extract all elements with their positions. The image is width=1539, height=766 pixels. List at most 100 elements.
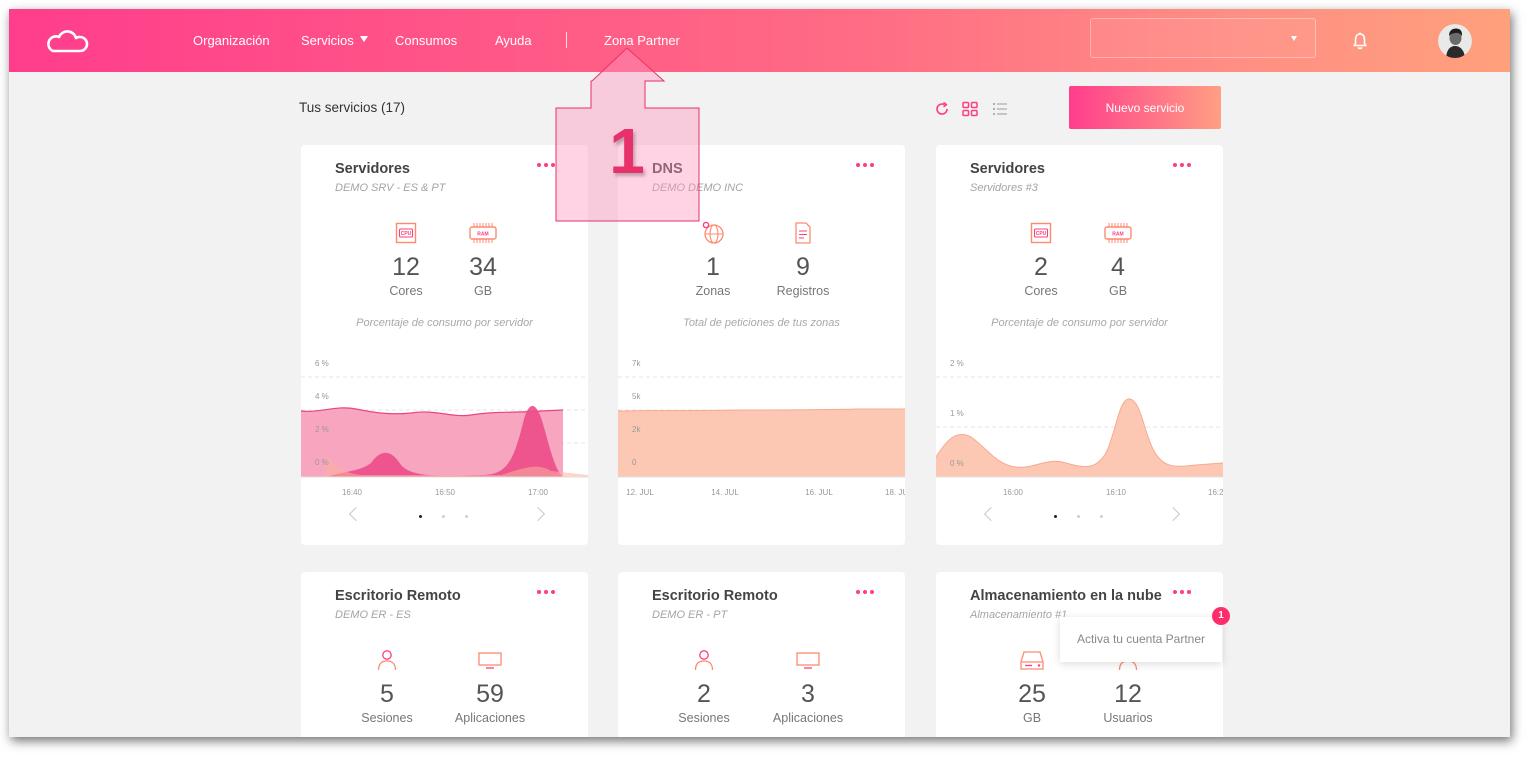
y-tick-label: 0 % (950, 459, 964, 468)
metric-storage: 25 GB (992, 648, 1072, 725)
chevron-right-icon[interactable] (1165, 506, 1181, 522)
metric-label: Cores (389, 284, 423, 298)
notification-bell-icon[interactable] (1352, 32, 1368, 50)
nav-zona-partner[interactable]: Zona Partner (604, 33, 680, 48)
new-service-button[interactable]: Nuevo servicio (1069, 86, 1221, 129)
cloud-logo-icon[interactable] (43, 26, 91, 56)
x-tick-label: 16. JUL (805, 488, 833, 497)
series-line (936, 398, 1223, 468)
services-count-title: Tus servicios (17) (299, 100, 406, 115)
pager-dot[interactable] (1054, 515, 1057, 518)
user-icon (377, 650, 397, 671)
nav-organizacion[interactable]: Organización (193, 33, 270, 48)
metric-value: 12 (392, 253, 420, 281)
metric-zonas: 1 Zonas (673, 221, 753, 298)
x-tick-label: 17:00 (528, 488, 549, 497)
nav-servicios[interactable]: Servicios (301, 33, 354, 48)
metric-value: 3 (801, 680, 815, 708)
pager-dot[interactable] (465, 515, 468, 518)
metric-label: Aplicaciones (454, 711, 526, 725)
service-card-escritorio-remoto-es[interactable]: Escritorio Remoto DEMO ER - ES 5 Sesione… (301, 572, 588, 737)
card-title: Almacenamiento en la nube (970, 588, 1162, 604)
y-tick-label: 0 (632, 458, 637, 467)
card-menu-icon[interactable] (1173, 163, 1191, 167)
list-view-icon[interactable] (992, 101, 1008, 117)
card-menu-icon[interactable] (856, 163, 874, 167)
metric-ram: RAM 4 GB (1078, 221, 1158, 298)
x-tick-label: 16:50 (435, 488, 456, 497)
y-tick-label: 7k (632, 359, 641, 368)
x-tick-label: 14. JUL (711, 488, 739, 497)
nav-ayuda[interactable]: Ayuda (495, 33, 532, 48)
card-menu-icon[interactable] (537, 163, 555, 167)
ram-icon: RAM (1104, 223, 1132, 243)
pager-dot[interactable] (419, 515, 422, 518)
requests-chart: 7k 5k 2k 0 12. JUL 14. JUL 16. JUL 18. J… (618, 359, 905, 497)
tutorial-arrow-callout (555, 47, 700, 222)
metric-value: 4 (1111, 253, 1125, 281)
metric-cores: CPU 2 Cores (1001, 221, 1081, 298)
x-tick-label: 12. JUL (626, 488, 654, 497)
chevron-right-icon[interactable] (530, 506, 546, 522)
metric-label: Cores (1024, 284, 1058, 298)
service-card-dns[interactable]: DNS DEMO DEMO INC 1 Zonas 9 Registros To… (618, 145, 905, 545)
series-line (618, 408, 905, 412)
pager-dot[interactable] (1100, 515, 1103, 518)
grid-view-icon[interactable] (962, 101, 978, 117)
partner-activation-tooltip[interactable]: Activa tu cuenta Partner (1060, 617, 1222, 662)
user-avatar[interactable] (1438, 24, 1472, 58)
card-subtitle: DEMO ER - ES (335, 609, 411, 621)
series-area (326, 453, 588, 477)
x-tick-label: 16:10 (1106, 488, 1127, 497)
x-tick-label: 16:40 (342, 488, 363, 497)
series-area (326, 405, 563, 477)
card-menu-icon[interactable] (856, 590, 874, 594)
refresh-icon[interactable] (934, 101, 950, 117)
cpu-icon: CPU (1030, 222, 1052, 244)
tutorial-step-number: 1 (609, 115, 645, 187)
card-subtitle: Servidores #3 (970, 182, 1038, 194)
pager-dot[interactable] (442, 515, 445, 518)
series-area (301, 407, 563, 477)
metric-label: Zonas (695, 284, 731, 298)
metric-usuarios: 12 Usuarios (1088, 648, 1168, 725)
svg-text:RAM: RAM (1112, 231, 1123, 237)
y-tick-label: 1 % (950, 409, 964, 418)
card-subtitle: DEMO ER - PT (652, 609, 728, 621)
series-area (936, 398, 1223, 477)
cpu-icon: CPU (395, 222, 417, 244)
chart-hint: Porcentaje de consumo por servidor (356, 317, 533, 329)
metric-value: 5 (380, 680, 394, 708)
svg-text:CPU: CPU (1036, 231, 1047, 237)
card-title: Escritorio Remoto (335, 588, 461, 604)
metric-cores: CPU 12 Cores (366, 221, 446, 298)
card-menu-icon[interactable] (1173, 590, 1191, 594)
service-card-servidores-3[interactable]: Servidores Servidores #3 CPU 2 Cores RAM… (936, 145, 1223, 545)
x-tick-label: 16:2 (1208, 488, 1223, 497)
metric-value: 1 (706, 253, 720, 281)
usage-chart: 6 % 4 % 2 % 0 % 16:40 16:50 17:00 (301, 359, 588, 497)
metric-label: Sesiones (678, 711, 730, 725)
y-tick-label: 2 % (950, 359, 964, 368)
nav-consumos[interactable]: Consumos (395, 33, 458, 48)
metric-label: Aplicaciones (772, 711, 844, 725)
monitor-icon (478, 652, 502, 669)
chevron-left-icon[interactable] (348, 506, 364, 522)
x-tick-label: 18. JU (885, 488, 905, 497)
chart-hint: Porcentaje de consumo por servidor (991, 317, 1168, 329)
service-card-servidores[interactable]: Servidores DEMO SRV - ES & PT CPU 12 Cor… (301, 145, 588, 545)
card-menu-icon[interactable] (537, 590, 555, 594)
card-title: DNS (652, 161, 683, 177)
series-line (301, 407, 564, 417)
card-subtitle: Almacenamiento #1 (970, 609, 1068, 621)
metric-ram: RAM 34 GB (443, 221, 523, 298)
document-icon (795, 222, 811, 244)
chevron-left-icon[interactable] (983, 506, 999, 522)
servicios-dropdown-caret-icon[interactable] (360, 36, 368, 42)
metric-registros: 9 Registros (763, 221, 843, 298)
series-area (618, 409, 905, 477)
organization-select[interactable] (1090, 18, 1316, 58)
pager-dot[interactable] (1077, 515, 1080, 518)
service-card-escritorio-remoto-pt[interactable]: Escritorio Remoto DEMO ER - PT 2 Sesione… (618, 572, 905, 737)
svg-text:CPU: CPU (401, 231, 412, 237)
